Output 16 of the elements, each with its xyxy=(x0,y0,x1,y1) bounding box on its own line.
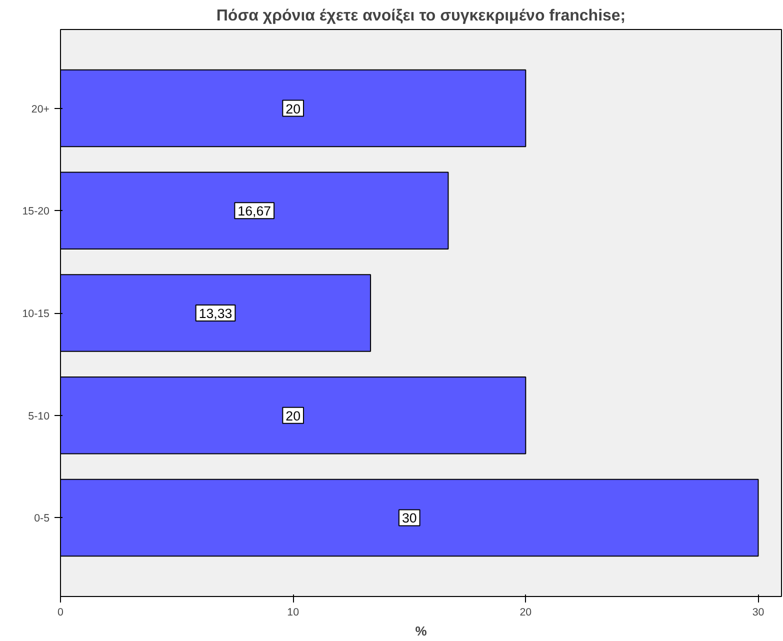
x-tick-label: 0 xyxy=(58,606,64,618)
y-tick-label: 0-5 xyxy=(34,512,50,525)
chart-title: Πόσα χρόνια έχετε ανοίξει το συγκεκριμένο franchise; xyxy=(216,8,626,24)
x-tick-label: 20 xyxy=(520,606,532,618)
data-label: 20 xyxy=(286,101,300,116)
y-tick-label: 20+ xyxy=(31,103,50,116)
x-axis-title: % xyxy=(415,624,428,638)
y-tick-label: 5-10 xyxy=(28,410,50,422)
data-label: 20 xyxy=(286,408,300,424)
y-tick-label: 10-15 xyxy=(22,308,50,320)
data-label: 30 xyxy=(402,510,417,526)
x-tick-label: 10 xyxy=(287,606,300,618)
data-label: 13,33 xyxy=(198,306,232,321)
data-label: 16,67 xyxy=(238,204,272,219)
x-tick-label: 30 xyxy=(752,606,764,618)
y-tick-label: 15-20 xyxy=(22,206,50,218)
